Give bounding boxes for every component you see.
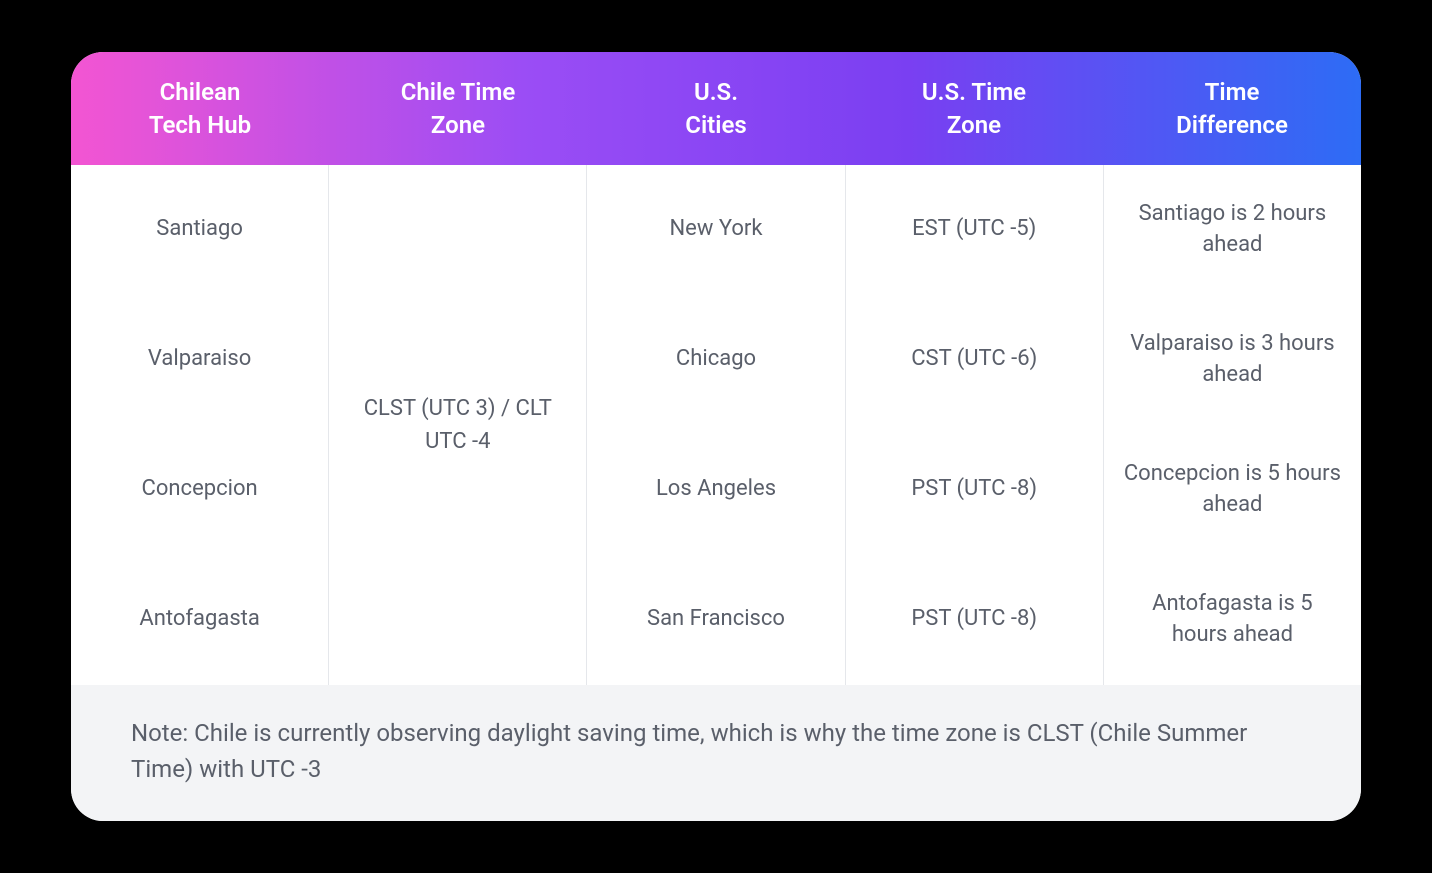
table-header-row: Chilean Tech Hub Chile Time Zone U.S. Ci… xyxy=(71,52,1361,165)
header-text-line1: Chile Time xyxy=(401,78,516,106)
cell-chilean-hub: Concepcion xyxy=(71,425,328,555)
header-us-cities: U.S. Cities xyxy=(587,76,845,141)
cell-us-timezone: PST (UTC -8) xyxy=(846,555,1103,685)
cell-us-city: New York xyxy=(587,165,844,295)
column-chilean-hub: Santiago Valparaiso Concepcion Antofagas… xyxy=(71,165,329,685)
cell-chilean-hub: Valparaiso xyxy=(71,295,328,425)
cell-us-city: San Francisco xyxy=(587,555,844,685)
header-time-difference: Time Difference xyxy=(1103,76,1361,141)
header-text-line2: Tech Hub xyxy=(149,111,251,139)
header-text-line1: Chilean xyxy=(160,78,241,106)
header-us-timezone: U.S. Time Zone xyxy=(845,76,1103,141)
cell-chilean-hub: Antofagasta xyxy=(71,555,328,685)
header-text-line1: U.S. Time xyxy=(922,78,1026,106)
cell-time-difference: Santiago is 2 hours ahead xyxy=(1104,165,1361,295)
header-chile-timezone: Chile Time Zone xyxy=(329,76,587,141)
cell-time-difference: Valparaiso is 3 hours ahead xyxy=(1104,295,1361,425)
timezone-table: Chilean Tech Hub Chile Time Zone U.S. Ci… xyxy=(71,52,1361,821)
table-footer-note: Note: Chile is currently observing dayli… xyxy=(71,685,1361,821)
header-chilean-tech-hub: Chilean Tech Hub xyxy=(71,76,329,141)
table-body: Santiago Valparaiso Concepcion Antofagas… xyxy=(71,165,1361,685)
header-text-line1: U.S. xyxy=(694,78,738,106)
cell-time-difference: Antofagasta is 5 hours ahead xyxy=(1104,555,1361,685)
column-us-timezone: EST (UTC -5) CST (UTC -6) PST (UTC -8) P… xyxy=(846,165,1104,685)
header-text-line2: Cities xyxy=(685,111,746,139)
header-text-line2: Zone xyxy=(947,111,1001,139)
column-us-cities: New York Chicago Los Angeles San Francis… xyxy=(587,165,845,685)
header-text-line1: Time xyxy=(1205,78,1260,106)
column-chile-timezone: CLST (UTC 3) / CLT UTC -4 xyxy=(329,165,587,685)
cell-us-timezone: PST (UTC -8) xyxy=(846,425,1103,555)
cell-chilean-hub: Santiago xyxy=(71,165,328,295)
cell-us-timezone: CST (UTC -6) xyxy=(846,295,1103,425)
cell-us-city: Chicago xyxy=(587,295,844,425)
cell-us-timezone: EST (UTC -5) xyxy=(846,165,1103,295)
column-time-difference: Santiago is 2 hours ahead Valparaiso is … xyxy=(1104,165,1361,685)
header-text-line2: Difference xyxy=(1176,111,1288,139)
cell-chile-timezone-merged: CLST (UTC 3) / CLT UTC -4 xyxy=(329,165,586,685)
header-text-line2: Zone xyxy=(431,111,485,139)
cell-time-difference: Concepcion is 5 hours ahead xyxy=(1104,425,1361,555)
cell-us-city: Los Angeles xyxy=(587,425,844,555)
